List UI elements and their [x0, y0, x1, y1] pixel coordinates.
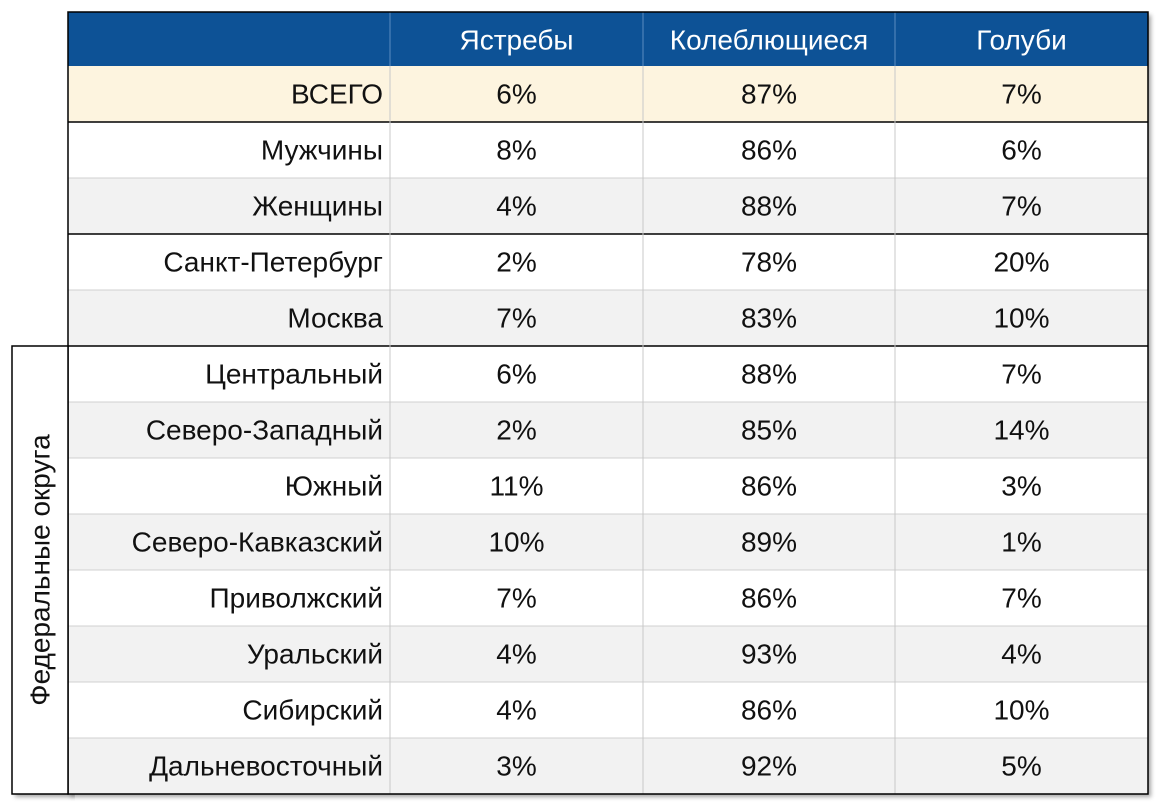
cell-value: 10%: [488, 527, 544, 558]
cell-value: 87%: [741, 79, 797, 110]
cell-value: 20%: [993, 247, 1049, 278]
cell-value: 93%: [741, 639, 797, 670]
cell-value: 11%: [490, 471, 544, 502]
cell-value: 7%: [496, 583, 536, 614]
cell-value: 88%: [741, 359, 797, 390]
cell-value: 83%: [741, 303, 797, 334]
cell-value: 8%: [496, 135, 536, 166]
cell-value: 4%: [496, 191, 536, 222]
row-label: Женщины: [252, 191, 383, 222]
cell-value: 5%: [1001, 751, 1041, 782]
row-bg: [68, 290, 1148, 346]
cell-value: 6%: [1001, 135, 1041, 166]
cell-value: 86%: [741, 471, 797, 502]
column-header: Голуби: [976, 25, 1067, 56]
cell-value: 89%: [741, 527, 797, 558]
cell-value: 2%: [496, 247, 536, 278]
cell-value: 7%: [1001, 583, 1041, 614]
row-label: Мужчины: [261, 135, 383, 166]
row-bg: [68, 402, 1148, 458]
cell-value: 86%: [741, 583, 797, 614]
cell-value: 4%: [496, 639, 536, 670]
row-label: ВСЕГО: [291, 79, 383, 110]
cell-value: 6%: [496, 79, 536, 110]
cell-value: 88%: [741, 191, 797, 222]
row-bg: [68, 234, 1148, 290]
cell-value: 3%: [496, 751, 536, 782]
column-header: Ястребы: [459, 25, 573, 56]
cell-value: 14%: [993, 415, 1049, 446]
cell-value: 4%: [496, 695, 536, 726]
row-label: Дальневосточный: [149, 751, 383, 782]
row-label: Северо-Кавказский: [132, 527, 383, 558]
row-bg: [68, 514, 1148, 570]
cell-value: 1%: [1001, 527, 1041, 558]
row-label: Северо-Западный: [146, 415, 383, 446]
row-label: Сибирский: [242, 695, 383, 726]
row-bg: [68, 122, 1148, 178]
group-label: Федеральные округа: [25, 434, 56, 706]
cell-value: 6%: [496, 359, 536, 390]
row-bg: [68, 626, 1148, 682]
cell-value: 85%: [741, 415, 797, 446]
row-bg: [68, 178, 1148, 234]
cell-value: 7%: [496, 303, 536, 334]
group-border: [11, 345, 69, 795]
column-header: Колеблющиеся: [670, 25, 868, 56]
row-label: Центральный: [205, 359, 383, 390]
row-bg: [68, 738, 1148, 794]
row-bg: [68, 570, 1148, 626]
row-label: Приволжский: [210, 583, 383, 614]
row-label: Санкт-Петербург: [163, 247, 383, 278]
cell-value: 7%: [1001, 79, 1041, 110]
cell-value: 10%: [993, 695, 1049, 726]
row-bg: [68, 458, 1148, 514]
cell-value: 78%: [741, 247, 797, 278]
cell-value: 86%: [741, 695, 797, 726]
row-label: Москва: [287, 303, 383, 334]
header-bg: [68, 12, 1148, 66]
row-label: Уральский: [247, 639, 383, 670]
row-label: Южный: [285, 471, 383, 502]
cell-value: 86%: [741, 135, 797, 166]
cell-value: 10%: [993, 303, 1049, 334]
row-bg: [68, 66, 1148, 122]
cell-value: 3%: [1001, 471, 1041, 502]
cell-value: 7%: [1001, 191, 1041, 222]
cell-value: 92%: [741, 751, 797, 782]
cell-value: 7%: [1001, 359, 1041, 390]
cell-value: 4%: [1001, 639, 1041, 670]
row-bg: [68, 346, 1148, 402]
cell-value: 2%: [496, 415, 536, 446]
row-bg: [68, 682, 1148, 738]
